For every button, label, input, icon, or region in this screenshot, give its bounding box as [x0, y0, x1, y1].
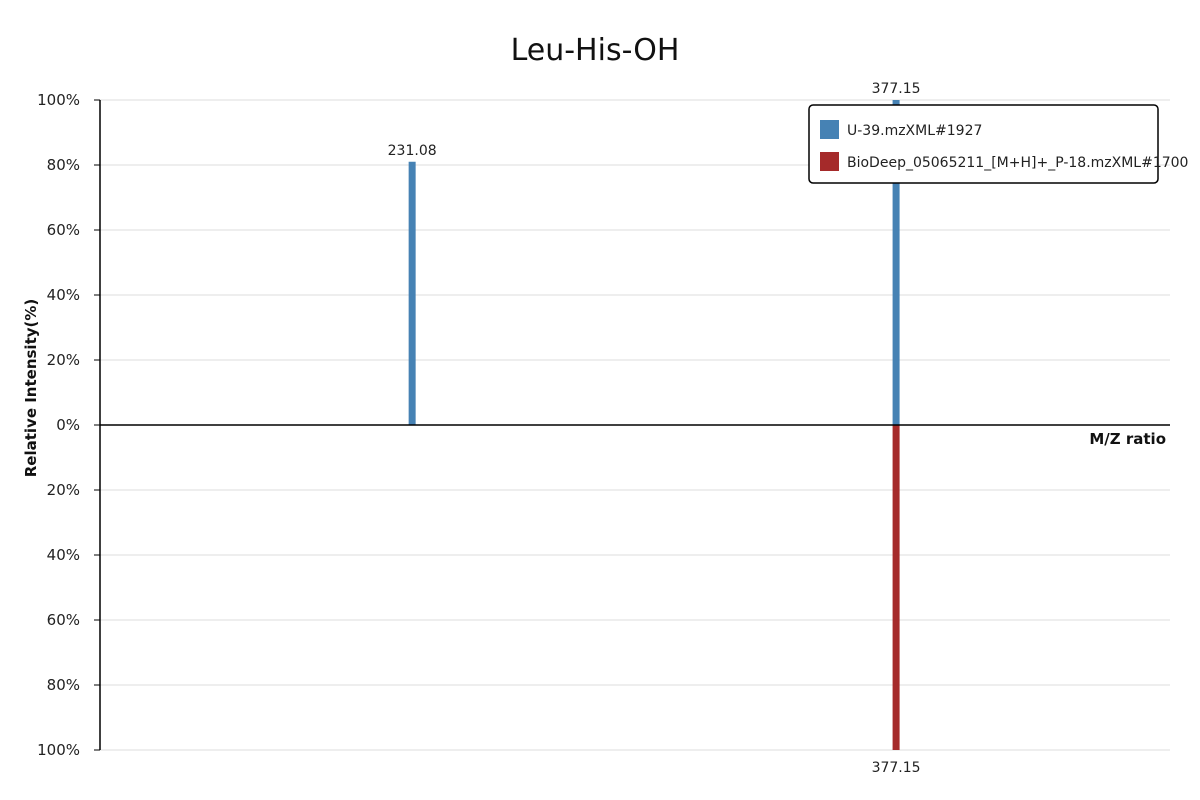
peak-label: 377.15: [872, 81, 921, 97]
y-tick-label: 0%: [56, 416, 80, 434]
y-tick-label: 40%: [47, 286, 80, 304]
y-tick-label: 60%: [47, 221, 80, 239]
y-tick-label: 100%: [37, 741, 80, 759]
peak-bar: [408, 161, 416, 425]
y-axis-title: Relative Intensity(%): [22, 299, 40, 478]
y-axis-ticks: 100% 80% 60% 40% 20% 0% 20% 40% 60% 80% 100%: [37, 91, 100, 759]
chart-title: Leu-His-OH: [511, 33, 680, 68]
y-tick-label: 80%: [47, 676, 80, 694]
legend: U-39.mzXML#1927 BioDeep_05065211_[M+H]+_P…: [808, 104, 1188, 184]
y-tick-label: 20%: [47, 351, 80, 369]
y-tick-label: 80%: [47, 156, 80, 174]
peak-labels: 231.08 377.15 377.15: [388, 81, 921, 776]
y-tick-label: 100%: [37, 91, 80, 109]
x-axis-title: M/Z ratio: [1089, 430, 1166, 448]
peak-label: 231.08: [388, 143, 437, 159]
legend-label: U-39.mzXML#1927: [847, 123, 982, 139]
peak-bar: [892, 100, 900, 425]
peak-label: 377.15: [872, 760, 921, 776]
y-tick-label: 40%: [47, 546, 80, 564]
y-tick-label: 60%: [47, 611, 80, 629]
legend-box: [808, 104, 1159, 184]
legend-swatch: [820, 152, 839, 171]
peak-bar: [892, 425, 900, 750]
legend-label: BioDeep_05065211_[M+H]+_P-18.mzXML#1700: [847, 155, 1188, 171]
y-tick-label: 20%: [47, 481, 80, 499]
peak-bars: [408, 100, 900, 750]
legend-swatch: [820, 120, 839, 139]
